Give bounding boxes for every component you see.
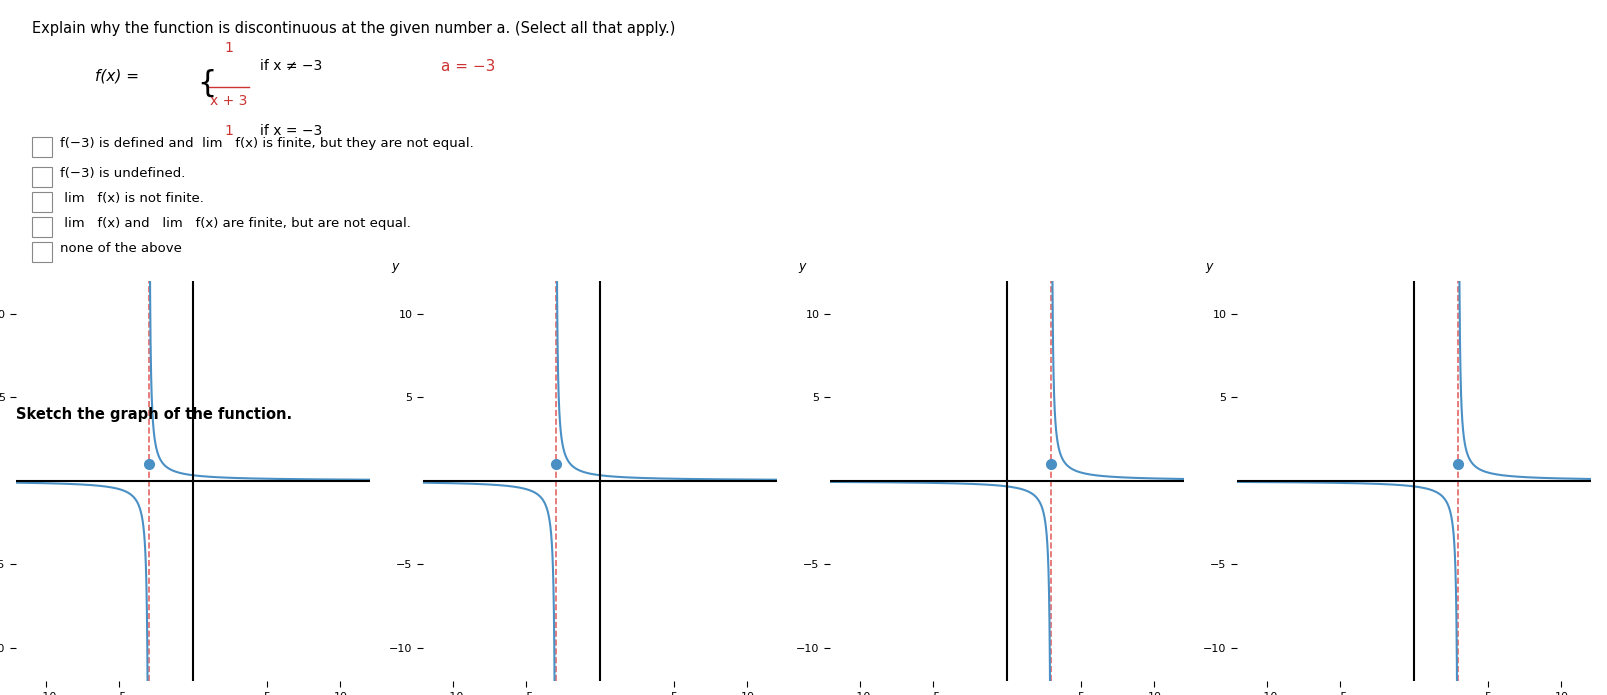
Text: lim   f(x) and   lim   f(x) are finite, but are not equal.: lim f(x) and lim f(x) are finite, but ar… (59, 217, 411, 229)
Text: if x ≠ −3: if x ≠ −3 (260, 59, 323, 73)
Text: none of the above: none of the above (59, 242, 182, 255)
Text: f(−3) is undefined.: f(−3) is undefined. (59, 167, 185, 179)
Bar (32, 192, 53, 212)
Y-axis label: y: y (1205, 259, 1212, 272)
Y-axis label: y: y (799, 259, 805, 272)
Text: a = −3: a = −3 (442, 59, 495, 74)
Bar (32, 217, 53, 237)
Bar (32, 242, 53, 262)
Bar (32, 137, 53, 156)
Text: 1: 1 (225, 42, 233, 56)
Text: {: { (198, 69, 217, 98)
Text: 1: 1 (225, 124, 233, 138)
Y-axis label: y: y (391, 259, 399, 272)
Text: f(x) =: f(x) = (95, 69, 138, 84)
Text: Sketch the graph of the function.: Sketch the graph of the function. (16, 407, 292, 422)
Text: x + 3: x + 3 (211, 94, 247, 108)
Text: Explain why the function is discontinuous at the given number a. (Select all tha: Explain why the function is discontinuou… (32, 22, 675, 36)
Text: f(−3) is defined and  lim   f(x) is finite, but they are not equal.: f(−3) is defined and lim f(x) is finite,… (59, 137, 474, 149)
Bar (32, 167, 53, 187)
Text: if x = −3: if x = −3 (260, 124, 323, 138)
Text: lim   f(x) is not finite.: lim f(x) is not finite. (59, 192, 204, 204)
